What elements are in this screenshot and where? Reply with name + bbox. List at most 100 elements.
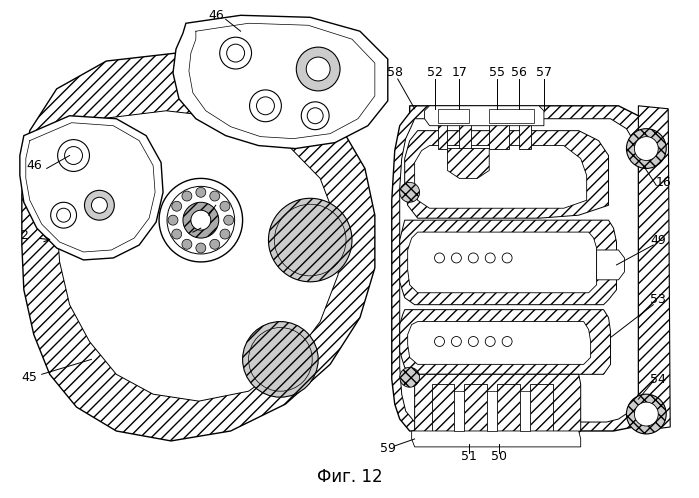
Circle shape xyxy=(183,202,219,238)
Polygon shape xyxy=(22,53,375,441)
Text: 2: 2 xyxy=(20,229,28,242)
Text: 59: 59 xyxy=(380,442,396,455)
Polygon shape xyxy=(424,106,544,125)
Polygon shape xyxy=(497,384,520,431)
Polygon shape xyxy=(459,109,471,148)
Text: 52: 52 xyxy=(426,67,442,80)
Polygon shape xyxy=(487,391,497,431)
Circle shape xyxy=(306,57,330,81)
Circle shape xyxy=(196,187,206,197)
Circle shape xyxy=(219,37,252,69)
Circle shape xyxy=(452,337,461,347)
Circle shape xyxy=(468,337,478,347)
Circle shape xyxy=(485,337,495,347)
Circle shape xyxy=(85,190,115,220)
Circle shape xyxy=(57,139,89,171)
Polygon shape xyxy=(489,109,509,148)
Circle shape xyxy=(191,210,211,230)
Polygon shape xyxy=(438,109,447,148)
Polygon shape xyxy=(57,111,338,401)
Polygon shape xyxy=(405,130,609,218)
Circle shape xyxy=(196,243,206,253)
Circle shape xyxy=(243,322,318,397)
Text: 45: 45 xyxy=(22,371,38,384)
Polygon shape xyxy=(412,431,581,447)
Polygon shape xyxy=(400,220,617,305)
Circle shape xyxy=(268,198,352,282)
Circle shape xyxy=(308,108,323,124)
Text: 17: 17 xyxy=(452,67,468,80)
Circle shape xyxy=(168,215,178,225)
Polygon shape xyxy=(408,232,597,293)
Polygon shape xyxy=(20,116,163,260)
Text: 47: 47 xyxy=(178,222,194,235)
Text: 51: 51 xyxy=(461,450,477,463)
Polygon shape xyxy=(519,109,531,148)
Polygon shape xyxy=(408,322,591,365)
Polygon shape xyxy=(173,15,388,148)
Circle shape xyxy=(301,102,329,129)
Circle shape xyxy=(172,229,182,239)
Text: 50: 50 xyxy=(491,450,507,463)
Circle shape xyxy=(210,191,219,201)
Text: 58: 58 xyxy=(387,67,403,80)
Circle shape xyxy=(226,44,245,62)
Circle shape xyxy=(626,128,666,168)
Polygon shape xyxy=(431,384,454,431)
Circle shape xyxy=(452,253,461,263)
Polygon shape xyxy=(597,250,624,280)
Circle shape xyxy=(502,337,512,347)
Circle shape xyxy=(210,240,219,249)
Text: 49: 49 xyxy=(650,234,666,247)
Polygon shape xyxy=(400,310,610,374)
Circle shape xyxy=(92,197,108,213)
Circle shape xyxy=(220,229,230,239)
Circle shape xyxy=(435,337,445,347)
Polygon shape xyxy=(638,106,670,431)
Text: Фиг. 12: Фиг. 12 xyxy=(317,468,383,486)
Circle shape xyxy=(249,328,312,391)
Polygon shape xyxy=(447,148,489,178)
Polygon shape xyxy=(489,109,534,123)
Circle shape xyxy=(626,394,666,434)
Polygon shape xyxy=(391,106,654,431)
Polygon shape xyxy=(464,384,487,431)
Circle shape xyxy=(400,182,419,202)
Polygon shape xyxy=(438,109,469,123)
Circle shape xyxy=(159,178,243,262)
Circle shape xyxy=(296,47,340,91)
Text: 48: 48 xyxy=(203,194,219,207)
Text: 55: 55 xyxy=(489,67,505,80)
Circle shape xyxy=(220,201,230,211)
Circle shape xyxy=(257,97,275,115)
Circle shape xyxy=(182,240,192,249)
Text: 54: 54 xyxy=(650,373,666,386)
Circle shape xyxy=(182,191,192,201)
Text: 46: 46 xyxy=(208,9,224,22)
Circle shape xyxy=(64,146,82,164)
Text: 57: 57 xyxy=(536,67,552,80)
Polygon shape xyxy=(415,374,581,437)
Circle shape xyxy=(172,201,182,211)
Circle shape xyxy=(635,402,658,426)
Circle shape xyxy=(635,136,658,160)
Circle shape xyxy=(400,368,419,387)
Circle shape xyxy=(57,208,71,222)
Circle shape xyxy=(502,253,512,263)
Polygon shape xyxy=(415,145,586,208)
Text: 53: 53 xyxy=(650,293,666,306)
Circle shape xyxy=(468,253,478,263)
Text: 46: 46 xyxy=(26,159,42,172)
Circle shape xyxy=(275,204,346,276)
Polygon shape xyxy=(454,391,464,431)
Circle shape xyxy=(50,202,76,228)
Circle shape xyxy=(485,253,495,263)
Circle shape xyxy=(224,215,233,225)
Circle shape xyxy=(250,90,282,122)
Circle shape xyxy=(435,253,445,263)
Circle shape xyxy=(167,186,235,254)
Text: 16: 16 xyxy=(656,176,671,189)
Text: 56: 56 xyxy=(511,67,527,80)
Polygon shape xyxy=(520,391,530,431)
Polygon shape xyxy=(530,384,553,431)
